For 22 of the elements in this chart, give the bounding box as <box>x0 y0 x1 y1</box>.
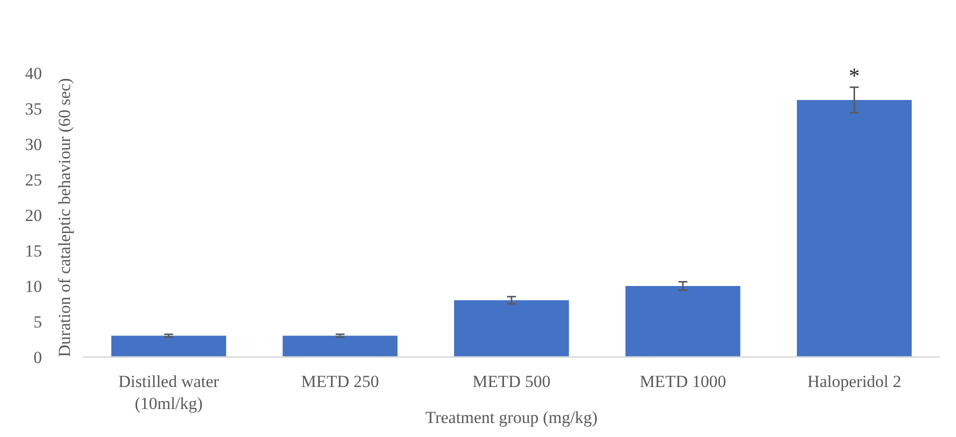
y-tick-label: 0 <box>34 348 42 367</box>
bar <box>282 336 398 357</box>
x-tick-label: METD 1000 <box>640 372 726 391</box>
y-tick-label: 40 <box>25 64 42 83</box>
y-tick-label: 20 <box>25 206 42 225</box>
x-tick-label: Distilled water (10ml/kg) <box>118 372 220 413</box>
y-tick-label: 10 <box>25 276 42 296</box>
y-tick-label: 15 <box>25 241 42 260</box>
x-axis-title: Treatment group (mg/kg) <box>425 408 598 427</box>
x-tick-label: Haloperidol 2 <box>807 372 902 391</box>
y-tick-label: 30 <box>25 134 42 154</box>
bar <box>111 336 226 357</box>
bar <box>796 100 912 357</box>
y-tick-label: 5 <box>34 312 42 332</box>
x-tick-label: METD 500 <box>472 372 550 391</box>
y-axis-title: Duration of cataleptic behaviour (60 sec) <box>55 78 74 357</box>
y-tick-label: 25 <box>25 170 42 190</box>
bar <box>625 286 740 357</box>
bar <box>454 300 569 357</box>
y-tick-label: 35 <box>25 99 42 118</box>
x-tick-label: METD 250 <box>301 372 380 391</box>
annotation: * <box>848 63 860 88</box>
